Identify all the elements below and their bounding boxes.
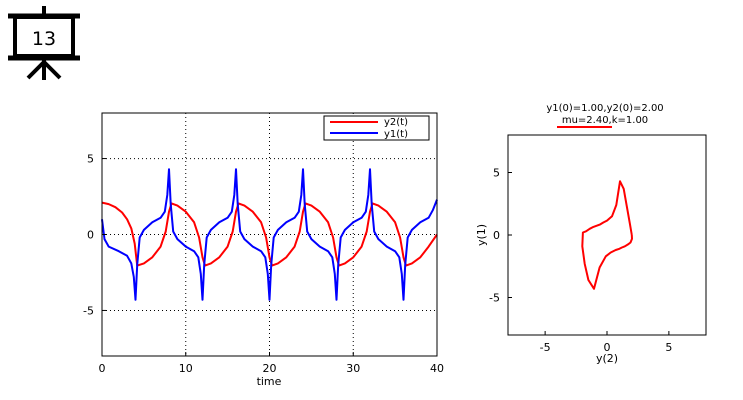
slide-number: 13 [31,28,57,50]
x-tick-label: 10 [179,362,193,375]
y-tick-label: 0 [87,229,94,242]
x-tick-label: 40 [430,362,444,375]
grid [102,113,437,356]
legend-label-y1: y1(t) [384,129,408,140]
y-tick-label: 5 [87,153,94,166]
legend: y2(t) y1(t) [323,115,430,141]
series-line-y1t [101,168,438,301]
x-axis-label: time [257,375,282,388]
x-tick-label: 30 [346,362,360,375]
series-line-y2t [101,201,438,267]
presentation-board-icon [8,6,80,80]
x-tick-label: 0 [99,362,106,375]
legend-label-y2: y2(t) [384,117,408,128]
x-tick-label: 20 [263,362,277,375]
y-tick-label: -5 [83,304,94,317]
